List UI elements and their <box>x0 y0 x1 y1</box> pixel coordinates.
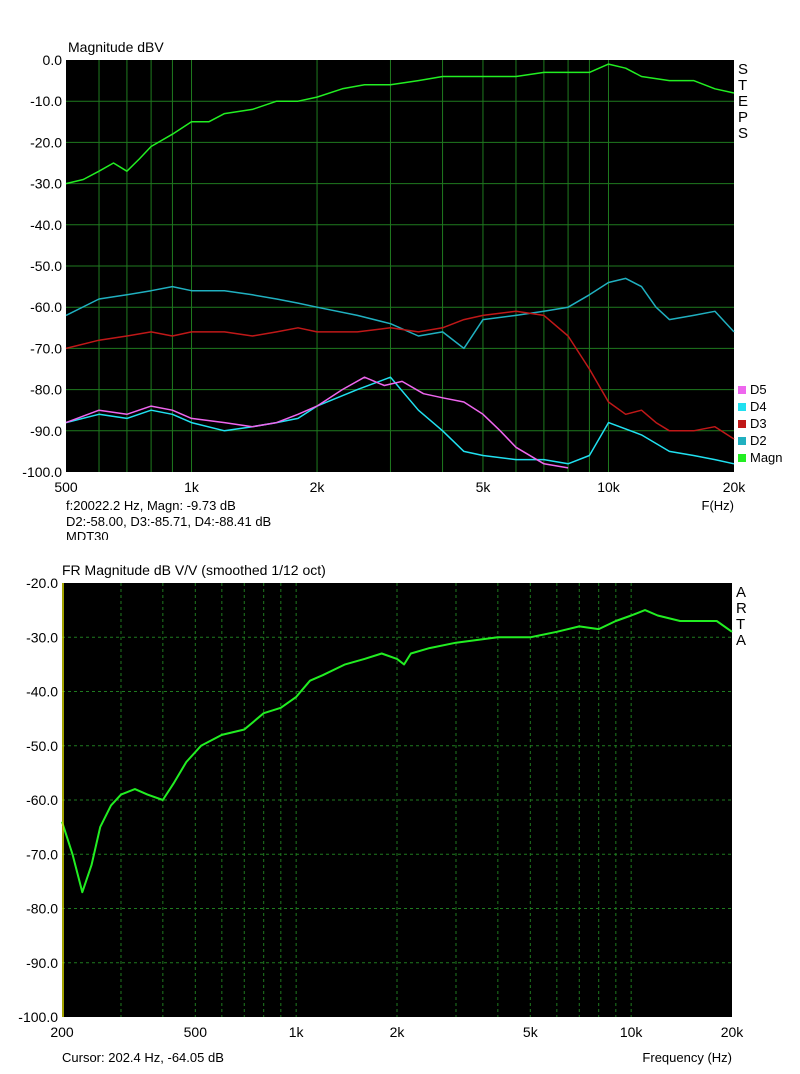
legend-swatch-d5 <box>738 386 746 394</box>
chart2-grid <box>62 583 732 1017</box>
c2-side-letter: A <box>736 584 746 601</box>
c1-y-tick-label: -40.0 <box>30 217 62 233</box>
chart-fr-magnitude: FR Magnitude dB V/V (smoothed 1/12 oct) … <box>0 540 800 1074</box>
legend-label-d4: D4 <box>750 399 767 414</box>
chart2-title: FR Magnitude dB V/V (smoothed 1/12 oct) <box>62 562 326 578</box>
chart-steps-magnitude: Magnitude dBV 0.0 -10.0 -20.0 -30.0 -40.0 -50… <box>22 39 783 540</box>
c2-y-tick-label: -80.0 <box>26 901 58 917</box>
c2-y-tick-label: -20.0 <box>26 575 58 591</box>
c1-series-line-d3 <box>65 310 735 440</box>
c2-x-tick-label: 1k <box>289 1024 305 1040</box>
c1-y-tick-label: -90.0 <box>30 423 62 439</box>
legend-swatch-d2 <box>738 437 746 445</box>
c1-x-tick-label: 10k <box>597 479 621 495</box>
c2-y-tick-label: -70.0 <box>26 846 58 862</box>
chart1-title: Magnitude dBV <box>68 39 164 55</box>
legend-label-d2: D2 <box>750 433 767 448</box>
c1-y-tick-label: -50.0 <box>30 258 62 274</box>
chart1-x-ticks: 500 1k 2k 5k 10k 20k <box>54 479 746 495</box>
c2-side-letter: T <box>736 616 745 633</box>
c2-y-tick-label: -30.0 <box>26 629 58 645</box>
c1-y-tick-label: -80.0 <box>30 382 62 398</box>
c1-side-letter: E <box>738 93 748 110</box>
chart2-cursor-readout: Cursor: 202.4 Hz, -64.05 dB <box>62 1050 224 1065</box>
c1-x-tick-label: 500 <box>54 479 78 495</box>
c1-x-tick-label: 2k <box>310 479 326 495</box>
c1-side-letter: S <box>738 125 748 142</box>
c1-side-letter: P <box>738 109 748 126</box>
chart2-x-label: Frequency (Hz) <box>642 1050 732 1065</box>
legend-swatch-d4 <box>738 403 746 411</box>
legend-label-magn: Magn <box>750 450 783 465</box>
c1-y-tick-label: -60.0 <box>30 299 62 315</box>
c2-y-tick-label: -50.0 <box>26 738 58 754</box>
c1-series-line-d4 <box>65 376 735 465</box>
c1-y-tick-label: -20.0 <box>30 134 62 150</box>
c2-side-letter: A <box>736 632 746 649</box>
legend-swatch-magn <box>738 454 746 462</box>
chart2-y-ticks: -20.0 -30.0 -40.0 -50.0 -60.0 -70.0 -80.0 -90.0… <box>18 575 58 1025</box>
c1-y-tick-label: -10.0 <box>30 93 62 109</box>
legend-swatch-d3 <box>738 420 746 428</box>
c2-x-tick-label: 200 <box>50 1024 74 1040</box>
legend-label-d3: D3 <box>750 416 767 431</box>
c1-x-tick-label: 20k <box>723 479 747 495</box>
chart1-cursor-line-1: f:20022.2 Hz, Magn: -9.73 dB <box>66 498 236 513</box>
chart1-y-ticks: 0.0 -10.0 -20.0 -30.0 -40.0 -50.0 -60.0 -70.0 -8… <box>22 52 62 480</box>
c2-y-tick-label: -60.0 <box>26 792 58 808</box>
c2-side-letter: R <box>736 600 747 617</box>
c1-series-line-magn <box>65 63 735 185</box>
c2-x-tick-label: 2k <box>390 1024 406 1040</box>
chart1-cursor-line-3: MDT30 <box>66 529 109 540</box>
c1-side-letter: T <box>738 77 747 94</box>
c2-y-tick-label: -90.0 <box>26 955 58 971</box>
chart1-x-label: F(Hz) <box>702 498 735 513</box>
c2-x-tick-label: 500 <box>184 1024 208 1040</box>
c2-x-tick-label: 20k <box>721 1024 745 1040</box>
c1-side-letter: S <box>738 61 748 78</box>
chart2-x-ticks: 200 500 1k 2k 5k 10k 20k <box>50 1024 744 1040</box>
c2-y-tick-label: -40.0 <box>26 684 58 700</box>
chart2-series <box>61 609 733 894</box>
c1-y-tick-label: 0.0 <box>43 52 63 68</box>
c1-series-line-d2 <box>65 277 735 350</box>
c1-series-line-d5 <box>65 376 569 469</box>
chart1-cursor-line-2: D2:-58.00, D3:-85.71, D4:-88.41 dB <box>66 514 271 529</box>
c1-y-tick-label: -70.0 <box>30 340 62 356</box>
c2-y-tick-label: -100.0 <box>18 1009 58 1025</box>
chart1-series <box>65 63 735 469</box>
c2-x-tick-label: 5k <box>523 1024 539 1040</box>
c1-x-tick-label: 5k <box>476 479 492 495</box>
c2-series-line-0 <box>61 609 733 894</box>
c1-x-tick-label: 1k <box>184 479 200 495</box>
legend-label-d5: D5 <box>750 382 767 397</box>
chart1-grid <box>66 60 734 472</box>
c1-y-tick-label: -30.0 <box>30 176 62 192</box>
c2-x-tick-label: 10k <box>620 1024 644 1040</box>
c1-y-tick-label: -100.0 <box>22 464 62 480</box>
chart1-legend: D5 D4 D3 D2 Magn <box>738 382 783 465</box>
